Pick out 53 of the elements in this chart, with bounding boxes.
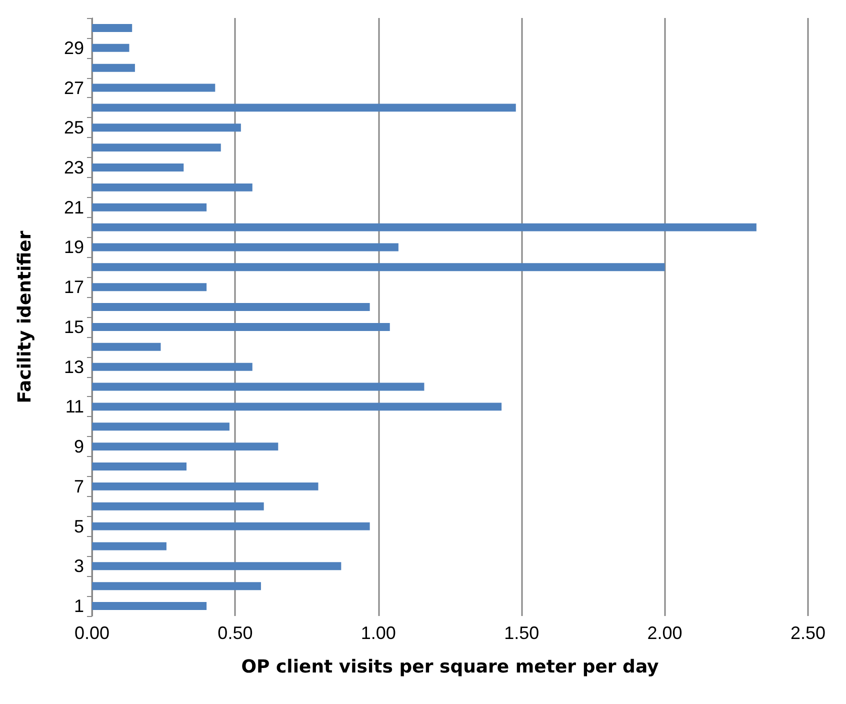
y-tick-label: 29 <box>64 38 84 58</box>
bar <box>92 542 166 550</box>
bar <box>92 522 370 530</box>
bar <box>92 164 184 172</box>
bar <box>92 602 207 610</box>
x-tick-label: 0.50 <box>218 623 253 643</box>
bar <box>92 24 132 32</box>
y-tick-label: 3 <box>74 556 84 576</box>
y-tick-label: 13 <box>64 356 84 377</box>
y-tick-label: 9 <box>74 436 84 457</box>
bar <box>92 422 230 431</box>
y-tick-label: 19 <box>64 237 84 258</box>
bar <box>92 64 135 72</box>
bar <box>92 582 261 590</box>
bar <box>92 502 264 510</box>
x-tick-label: 2.50 <box>790 623 826 643</box>
bar <box>92 243 398 252</box>
y-tick-label: 11 <box>65 396 84 417</box>
bar <box>92 442 278 451</box>
bar <box>92 303 370 312</box>
y-tick-label: 25 <box>64 118 84 138</box>
bar <box>92 104 516 112</box>
bar <box>92 462 187 470</box>
bar <box>92 562 342 570</box>
bar <box>92 223 756 232</box>
bar <box>92 124 241 132</box>
bar <box>92 203 207 212</box>
x-tick-label: 1.50 <box>504 623 540 643</box>
y-tick-label: 7 <box>74 476 84 496</box>
bar <box>92 322 390 331</box>
y-axis-title: Facility identifier <box>14 230 36 404</box>
bar <box>92 482 318 490</box>
x-tick-label: 1.00 <box>360 623 396 643</box>
bar <box>92 402 502 411</box>
y-tick-label: 27 <box>64 78 84 98</box>
y-tick-label: 15 <box>64 316 84 337</box>
bar <box>92 84 216 92</box>
x-tick-label: 2.00 <box>647 623 682 643</box>
x-tick-label: 0.00 <box>74 623 110 643</box>
y-tick-label: 21 <box>64 197 84 218</box>
bar <box>92 382 424 391</box>
y-tick-label: 5 <box>74 516 84 536</box>
y-tick-label: 17 <box>64 277 84 298</box>
bar <box>92 263 665 272</box>
bar <box>92 44 130 52</box>
bar <box>92 362 252 371</box>
x-axis-title: OP client visits per square meter per day <box>241 656 660 678</box>
bar <box>92 144 221 152</box>
bar <box>92 183 252 192</box>
y-tick-label: 23 <box>64 158 84 178</box>
y-tick-label: 1 <box>74 596 84 616</box>
bar <box>92 342 161 351</box>
bar <box>92 283 207 292</box>
